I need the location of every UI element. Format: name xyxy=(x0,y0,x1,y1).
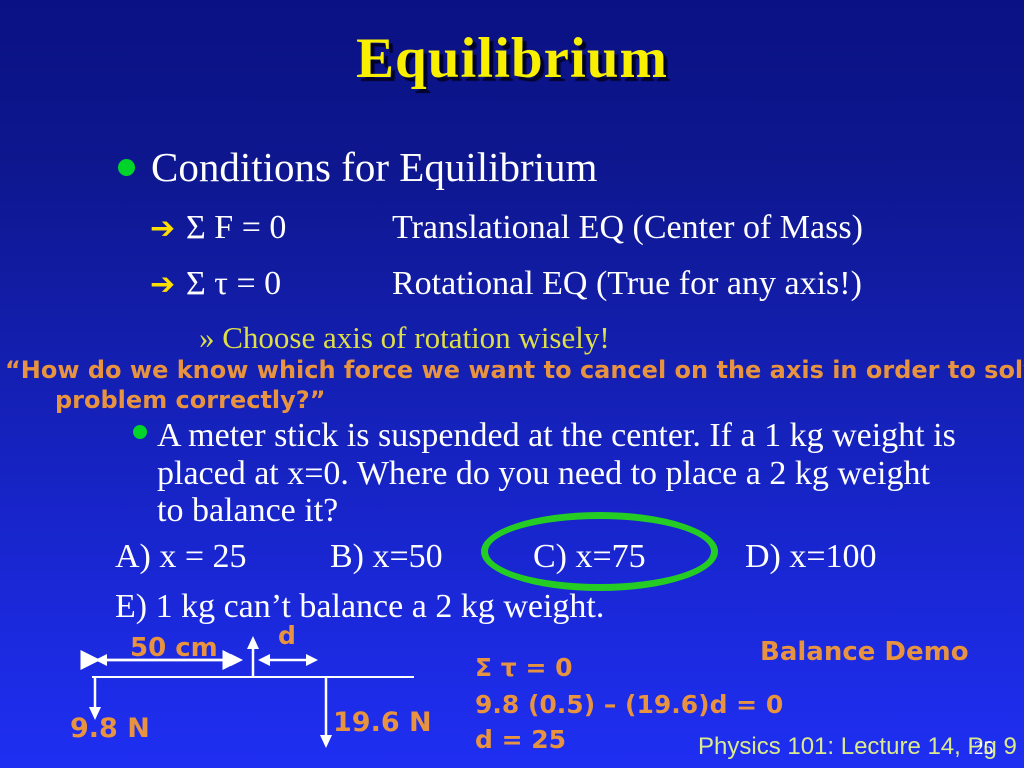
left-force-label: 9.8 N xyxy=(70,713,150,744)
solution-line-1: Σ τ = 0 xyxy=(475,653,573,682)
arrowhead-right xyxy=(231,654,243,666)
condition-translational-description: Translational EQ (Center of Mass) xyxy=(392,209,863,246)
green-bullet-icon xyxy=(133,425,147,439)
question-line-3: to balance it? xyxy=(157,492,339,529)
correct-answer-highlight-ellipse xyxy=(481,512,718,591)
condition-rotational-description: Rotational EQ (True for any axis!) xyxy=(392,265,862,302)
answer-option-a: A) x = 25 xyxy=(115,538,247,575)
arrow-bullet-icon: ➔ xyxy=(150,267,176,302)
condition-translational-equation: Σ F = 0 xyxy=(186,209,287,246)
answer-option-b: B) x=50 xyxy=(330,538,443,575)
student-quote-line-1: “How do we know which force we want to c… xyxy=(5,356,1024,384)
bullet-conditions: Conditions for Equilibrium xyxy=(118,143,597,191)
question-line-2: placed at x=0. Where do you need to plac… xyxy=(157,455,930,492)
span-d-label: d xyxy=(278,621,296,650)
slide-title: Equilibrium xyxy=(356,27,668,90)
meter-stick-diagram xyxy=(80,636,414,748)
solution-line-2: 9.8 (0.5) – (19.6)d = 0 xyxy=(475,690,784,719)
answer-option-e: E) 1 kg can’t balance a 2 kg weight. xyxy=(115,588,605,625)
span-50cm-label: 50 cm xyxy=(130,633,218,663)
choose-axis-note: » Choose axis of rotation wisely! xyxy=(199,320,610,355)
green-bullet-icon xyxy=(118,158,135,176)
condition-rotational-equation: Σ τ = 0 xyxy=(186,265,282,302)
answer-option-d: D) x=100 xyxy=(745,538,877,575)
page-number: 25 xyxy=(974,738,993,759)
solution-line-3: d = 25 xyxy=(475,725,567,754)
bullet-conditions-label: Conditions for Equilibrium xyxy=(151,144,598,190)
condition-translational: ➔ Σ F = 0 Translational EQ (Center of Ma… xyxy=(150,209,863,247)
condition-rotational: ➔ Σ τ = 0 Rotational EQ (True for any ax… xyxy=(150,265,862,303)
arrow-bullet-icon: ➔ xyxy=(150,211,176,246)
balance-demo-link[interactable]: Balance Demo xyxy=(760,637,969,667)
question-line-1: A meter stick is suspended at the center… xyxy=(157,417,956,454)
arrowhead-left xyxy=(95,654,107,666)
student-quote-line-2: problem correctly?” xyxy=(55,386,326,414)
footer-lecture-info: Physics 101: Lecture 14, Pg 9 xyxy=(698,733,1017,760)
right-force-label: 19.6 N xyxy=(333,707,432,738)
